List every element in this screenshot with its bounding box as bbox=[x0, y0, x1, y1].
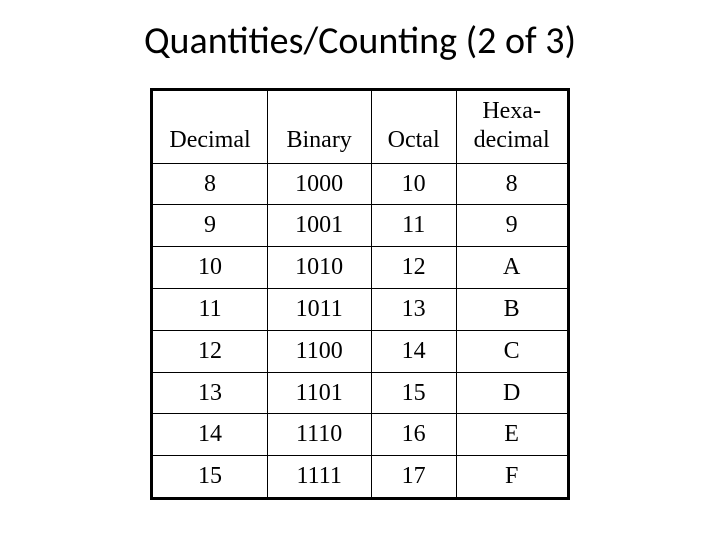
cell-hex: A bbox=[456, 247, 568, 289]
col-header-octal: Octal bbox=[371, 90, 456, 164]
cell-decimal: 8 bbox=[152, 163, 267, 205]
cell-hex: 8 bbox=[456, 163, 568, 205]
cell-binary: 1000 bbox=[267, 163, 371, 205]
cell-decimal: 15 bbox=[152, 456, 267, 499]
table-row: 9 1001 11 9 bbox=[152, 205, 568, 247]
table-row: 12 1100 14 C bbox=[152, 330, 568, 372]
cell-hex: B bbox=[456, 288, 568, 330]
cell-decimal: 14 bbox=[152, 414, 267, 456]
col-header-hex-line2: decimal bbox=[473, 126, 551, 155]
cell-decimal: 10 bbox=[152, 247, 267, 289]
cell-binary: 1110 bbox=[267, 414, 371, 456]
table-row: 10 1010 12 A bbox=[152, 247, 568, 289]
cell-octal: 13 bbox=[371, 288, 456, 330]
cell-octal: 12 bbox=[371, 247, 456, 289]
cell-octal: 11 bbox=[371, 205, 456, 247]
cell-binary: 1001 bbox=[267, 205, 371, 247]
table-row: 15 1111 17 F bbox=[152, 456, 568, 499]
cell-octal: 16 bbox=[371, 414, 456, 456]
cell-binary: 1101 bbox=[267, 372, 371, 414]
cell-hex: D bbox=[456, 372, 568, 414]
table-header-row: Decimal Binary Octal Hexa- decimal bbox=[152, 90, 568, 164]
cell-octal: 17 bbox=[371, 456, 456, 499]
table-row: 8 1000 10 8 bbox=[152, 163, 568, 205]
cell-hex: 9 bbox=[456, 205, 568, 247]
cell-binary: 1011 bbox=[267, 288, 371, 330]
table-row: 11 1011 13 B bbox=[152, 288, 568, 330]
table-container: Decimal Binary Octal Hexa- decimal 8 100… bbox=[0, 88, 720, 500]
cell-decimal: 9 bbox=[152, 205, 267, 247]
col-header-hex-line1: Hexa- bbox=[473, 97, 551, 126]
cell-decimal: 11 bbox=[152, 288, 267, 330]
col-header-decimal: Decimal bbox=[152, 90, 267, 164]
cell-hex: C bbox=[456, 330, 568, 372]
counting-table: Decimal Binary Octal Hexa- decimal 8 100… bbox=[150, 88, 569, 500]
cell-binary: 1100 bbox=[267, 330, 371, 372]
table-row: 14 1110 16 E bbox=[152, 414, 568, 456]
table-row: 13 1101 15 D bbox=[152, 372, 568, 414]
cell-hex: E bbox=[456, 414, 568, 456]
table-body: 8 1000 10 8 9 1001 11 9 10 1010 12 A bbox=[152, 163, 568, 498]
cell-octal: 10 bbox=[371, 163, 456, 205]
cell-octal: 15 bbox=[371, 372, 456, 414]
page-title: Quantities/Counting (2 of 3) bbox=[0, 18, 720, 64]
cell-decimal: 13 bbox=[152, 372, 267, 414]
cell-octal: 14 bbox=[371, 330, 456, 372]
cell-hex: F bbox=[456, 456, 568, 499]
slide: Quantities/Counting (2 of 3) Decimal Bin… bbox=[0, 0, 720, 540]
col-header-hex: Hexa- decimal bbox=[456, 90, 568, 164]
cell-binary: 1010 bbox=[267, 247, 371, 289]
cell-decimal: 12 bbox=[152, 330, 267, 372]
cell-binary: 1111 bbox=[267, 456, 371, 499]
col-header-binary: Binary bbox=[267, 90, 371, 164]
